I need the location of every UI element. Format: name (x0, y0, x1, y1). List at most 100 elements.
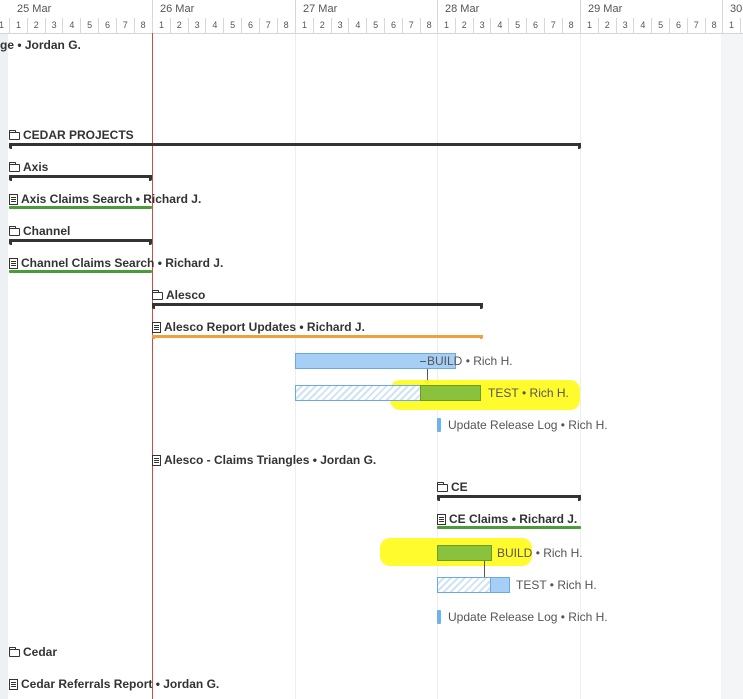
bar-label-assignee: • Rich H. (465, 354, 513, 368)
hour-tick: 7 (258, 18, 277, 33)
group-ce[interactable]: CE (437, 480, 468, 494)
clipboard-icon (152, 321, 161, 333)
group-channel[interactable]: Channel (9, 224, 70, 238)
dependency-line (420, 361, 426, 362)
folder-icon (437, 482, 448, 492)
task-cedar-referrals-report[interactable]: Cedar Referrals Report • Jordan G. (9, 677, 219, 691)
clipboard-icon (9, 678, 18, 690)
summary-bar[interactable] (152, 303, 483, 309)
hour-tick: 1 (437, 18, 455, 33)
task-ce-claims[interactable]: CE Claims • Richard J. (437, 512, 577, 526)
hour-tick: 8 (419, 18, 438, 33)
dependency-connector (427, 369, 428, 381)
hour-tick: 3 (187, 18, 206, 33)
group-label: Alesco (166, 288, 206, 302)
group-cedar[interactable]: Cedar (9, 645, 57, 659)
hour-tick: 4 (348, 18, 366, 33)
task-label: Alesco Report Updates • Richard J. (164, 320, 365, 334)
clipboard-icon (152, 454, 161, 466)
clipboard-icon (437, 513, 446, 525)
task-channel-claims-search[interactable]: Channel Claims Search • Richard J. (9, 256, 223, 270)
hour-tick: 3 (615, 18, 634, 33)
clipboard-icon (9, 193, 18, 205)
group-label: Axis (23, 160, 49, 174)
day-label: 29 Mar (588, 3, 623, 15)
bar-label: BUILD • Rich H. (497, 546, 583, 560)
group-label: Channel (23, 224, 71, 238)
hour-tick: 7 (401, 18, 420, 33)
task-label: CE Claims • Richard J. (449, 512, 578, 526)
hour-tick: 5 (508, 18, 526, 33)
summary-bar-orange[interactable] (152, 335, 483, 339)
day-separator (437, 0, 438, 33)
hour-tick: 3 (44, 18, 63, 33)
hour-tick: 2 (597, 18, 616, 33)
row-label[interactable]: ge • Jordan G. (0, 38, 81, 52)
hour-tick: 7 (686, 18, 705, 33)
hour-tick: 1 (9, 18, 27, 33)
clipboard-icon (9, 257, 18, 269)
bar-label: TEST • Rich H. (488, 386, 569, 400)
day-gridline (580, 33, 581, 699)
milestone-text: Update Release Log • Rich H. (448, 418, 608, 432)
task-alesco-report-updates[interactable]: Alesco Report Updates • Richard J. (152, 320, 365, 334)
milestone-label: Update Release Log • Rich H. (448, 610, 608, 624)
hour-tick: 8 (276, 18, 295, 33)
group-cedar-projects[interactable]: CEDAR PROJECTS (9, 128, 134, 142)
group-alesco[interactable]: Alesco (152, 288, 205, 302)
hour-tick: 8 (561, 18, 580, 33)
day-label: 26 Mar (160, 3, 195, 15)
left-gutter (0, 33, 8, 699)
summary-bar[interactable] (9, 175, 152, 181)
task-alesco-claims-triangles[interactable]: Alesco - Claims Triangles • Jordan G. (152, 453, 376, 467)
task-label: Alesco - Claims Triangles • Jordan G. (164, 453, 377, 467)
hour-tick: 3 (472, 18, 491, 33)
hour-tick: 6 (241, 18, 259, 33)
task-bar-build[interactable] (437, 545, 492, 561)
hour-tick: 4 (490, 18, 508, 33)
hour-tick: 2 (312, 18, 331, 33)
hour-tick: 6 (98, 18, 116, 33)
hour-tick: 4 (205, 18, 223, 33)
task-label: Channel Claims Search • Richard J. (21, 256, 224, 270)
milestone-label: Update Release Log • Rich H. (448, 418, 608, 432)
task-bar-test[interactable] (420, 385, 481, 401)
summary-bar[interactable] (9, 143, 581, 149)
task-bar-test[interactable] (490, 577, 510, 593)
hour-tick: 8 (704, 18, 723, 33)
task-label: Cedar Referrals Report • Jordan G. (21, 677, 220, 691)
hour-tick: 1 (152, 18, 170, 33)
dependency-connector (484, 561, 485, 585)
status-underline (9, 270, 152, 273)
hour-tick: 7 (115, 18, 134, 33)
summary-bar[interactable] (9, 239, 152, 245)
task-bar-build[interactable] (295, 353, 456, 369)
hour-tick: 6 (526, 18, 544, 33)
folder-icon (9, 130, 20, 140)
milestone-bar[interactable] (437, 418, 441, 432)
milestone-text: Update Release Log • Rich H. (448, 610, 608, 624)
hour-tick: 1 (295, 18, 313, 33)
hour-tick: 2 (169, 18, 188, 33)
task-label: Axis Claims Search • Richard J. (21, 192, 202, 206)
bar-label-text: TEST (488, 386, 519, 400)
day-separator (152, 0, 153, 33)
hour-tick: 5 (80, 18, 98, 33)
hour-tick: 1 (722, 18, 740, 33)
hour-tick: 6 (669, 18, 687, 33)
day-separator (580, 0, 581, 33)
summary-bar[interactable] (437, 495, 581, 501)
group-axis[interactable]: Axis (9, 160, 48, 174)
folder-icon (9, 226, 20, 236)
row-text: ge • Jordan G. (0, 38, 81, 52)
folder-icon (9, 162, 20, 172)
hour-tick: 7 (543, 18, 562, 33)
hour-tick: 1 (580, 18, 598, 33)
bar-label-assignee: • Rich H. (522, 386, 569, 400)
task-axis-claims-search[interactable]: Axis Claims Search • Richard J. (9, 192, 201, 206)
bar-label-text: TEST • Rich H. (516, 578, 597, 592)
day-separator (722, 0, 723, 33)
hour-tick: 1 (0, 18, 10, 33)
milestone-bar[interactable] (437, 610, 441, 624)
hour-tick: 4 (633, 18, 651, 33)
